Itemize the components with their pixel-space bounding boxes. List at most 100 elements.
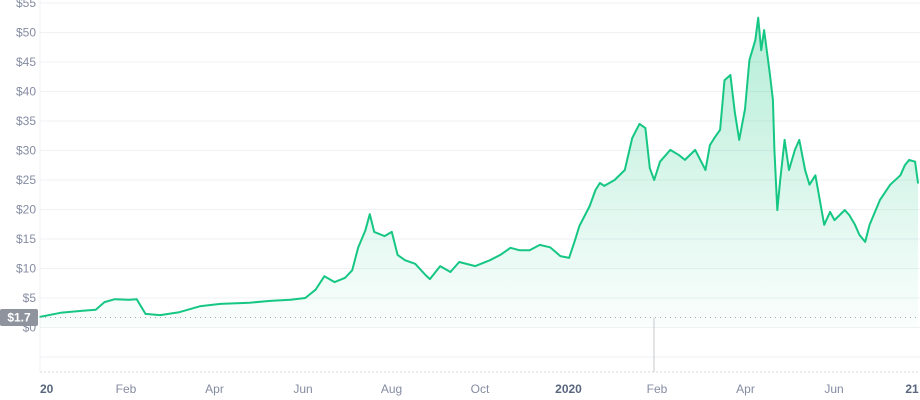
data-point xyxy=(678,154,680,157)
data-point xyxy=(269,300,271,302)
data-point xyxy=(128,298,131,301)
x-tick-label: Jun xyxy=(293,382,312,396)
data-point xyxy=(709,144,711,146)
data-point xyxy=(94,309,97,311)
data-point xyxy=(889,183,891,186)
data-point xyxy=(489,259,491,262)
data-point xyxy=(788,169,790,171)
reference-price-badge: $1.7 xyxy=(0,308,38,326)
data-point xyxy=(351,269,354,272)
data-point xyxy=(776,209,779,211)
data-point xyxy=(713,137,716,139)
data-point xyxy=(769,74,771,76)
data-point xyxy=(357,247,359,249)
data-point xyxy=(908,159,911,161)
data-point xyxy=(499,254,502,256)
data-point xyxy=(578,225,581,227)
data-point xyxy=(704,169,707,171)
data-point xyxy=(383,235,386,237)
data-point xyxy=(744,108,746,110)
data-point xyxy=(429,278,431,280)
data-point xyxy=(396,254,399,256)
data-point xyxy=(723,79,726,82)
x-tick-label: Oct xyxy=(471,382,490,396)
y-axis: $0$5$10$15$20$25$30$35$40$45$50$55 xyxy=(16,0,36,335)
price-points xyxy=(39,16,919,318)
data-point xyxy=(574,239,576,241)
data-point xyxy=(914,160,916,163)
data-point xyxy=(599,182,601,184)
x-tick-label: Feb xyxy=(116,382,137,396)
x-tick-label: 2020 xyxy=(555,382,582,396)
data-point xyxy=(594,189,597,191)
data-point xyxy=(414,262,417,265)
data-point xyxy=(653,179,655,181)
x-tick-label: 21 xyxy=(905,382,919,396)
x-axis[interactable]: 20 Feb Apr Jun Aug Oct 2020 Feb Apr Jun 21 xyxy=(40,382,919,396)
data-point xyxy=(719,129,721,131)
data-point xyxy=(364,229,367,231)
data-point xyxy=(323,275,326,277)
data-point xyxy=(373,231,375,233)
data-point xyxy=(729,74,732,76)
y-tick-label: $45 xyxy=(16,55,36,69)
y-tick-label: $20 xyxy=(16,203,36,217)
data-point xyxy=(814,174,817,177)
data-point xyxy=(917,182,919,184)
data-point xyxy=(198,305,201,308)
data-point xyxy=(763,29,765,31)
x-tick-label: 20 xyxy=(40,382,54,396)
y-tick-label: $10 xyxy=(16,262,36,276)
data-point xyxy=(78,310,81,312)
y-tick-label: $15 xyxy=(16,232,36,246)
data-point xyxy=(474,265,477,267)
data-point xyxy=(135,298,138,300)
data-point xyxy=(772,98,774,101)
data-point xyxy=(518,249,521,252)
data-point xyxy=(684,159,686,161)
data-point xyxy=(659,160,661,163)
data-point xyxy=(144,313,147,315)
data-point xyxy=(603,185,606,187)
data-point xyxy=(559,255,562,257)
data-point xyxy=(549,246,551,249)
data-point xyxy=(738,139,740,141)
data-point xyxy=(854,224,856,226)
y-tick-label: $25 xyxy=(16,173,36,187)
data-point xyxy=(528,249,531,252)
y-tick-label: $40 xyxy=(16,85,36,99)
data-point xyxy=(904,164,906,167)
data-point xyxy=(829,211,831,213)
data-point xyxy=(694,149,697,151)
data-point xyxy=(103,301,106,303)
data-point xyxy=(858,234,861,236)
data-point xyxy=(757,16,760,19)
data-point xyxy=(748,59,751,62)
data-point xyxy=(304,297,307,299)
data-point xyxy=(773,149,776,151)
data-point xyxy=(818,199,821,201)
data-point xyxy=(669,149,672,151)
data-point xyxy=(539,244,541,246)
y-tick-label: $55 xyxy=(16,0,36,10)
data-point xyxy=(843,209,846,211)
y-tick-label: $30 xyxy=(16,144,36,158)
data-point xyxy=(588,205,591,207)
grid-lines xyxy=(39,0,920,373)
data-point xyxy=(368,213,371,216)
data-point xyxy=(783,139,786,141)
data-point xyxy=(848,214,850,216)
data-point xyxy=(868,224,871,226)
data-point xyxy=(899,174,902,177)
data-point xyxy=(644,127,647,129)
y-tick-label: $50 xyxy=(16,26,36,40)
x-tick-label: Feb xyxy=(647,382,668,396)
x-tick-label: Apr xyxy=(205,382,224,396)
data-point xyxy=(449,271,452,273)
data-point xyxy=(458,261,461,263)
data-point xyxy=(879,199,881,201)
data-point xyxy=(864,241,867,243)
data-point xyxy=(833,219,836,221)
data-point xyxy=(159,314,161,316)
